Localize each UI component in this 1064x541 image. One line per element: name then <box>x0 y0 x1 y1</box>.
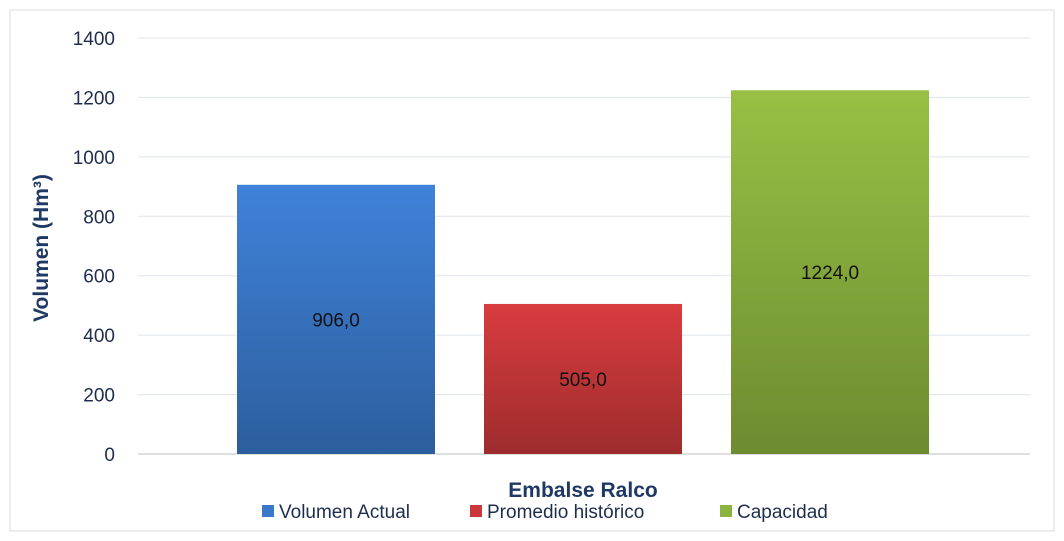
bar-capacidad <box>731 90 929 454</box>
y-tick-label: 800 <box>83 207 115 228</box>
x-axis-label: Embalse Ralco <box>508 479 657 502</box>
y-tick-label: 1400 <box>73 29 115 50</box>
legend-swatch <box>720 505 732 517</box>
data-label: 906,0 <box>312 310 360 331</box>
bar-promedio-hist-rico <box>484 303 682 454</box>
chart-border <box>9 9 1055 532</box>
data-labels: 906,0 505,0 1224,0 <box>312 263 859 391</box>
legend-entry-label: Volumen Actual <box>279 502 410 523</box>
data-label: 505,0 <box>559 370 607 391</box>
data-label: 1224,0 <box>801 263 859 284</box>
legend-swatch <box>470 505 482 517</box>
y-tick-label: 400 <box>83 326 115 347</box>
y-tick-label: 0 <box>104 445 115 466</box>
legend-entry-label: Promedio histórico <box>487 502 644 523</box>
legend: Volumen Actual Promedio histórico Capacida… <box>262 502 828 523</box>
legend-entry-label: Capacidad <box>737 502 828 523</box>
legend-swatch <box>262 505 274 517</box>
y-axis-label: Volumen (Hm³) <box>30 174 53 322</box>
y-axis-ticks: 0 200 400 600 800 1000 1200 1400 <box>73 29 115 466</box>
bar-volumen-actual <box>237 184 435 454</box>
y-tick-label: 200 <box>83 386 115 407</box>
y-tick-label: 1000 <box>73 148 115 169</box>
y-tick-label: 1200 <box>73 88 115 109</box>
y-tick-label: 600 <box>83 267 115 288</box>
bars <box>237 90 929 454</box>
